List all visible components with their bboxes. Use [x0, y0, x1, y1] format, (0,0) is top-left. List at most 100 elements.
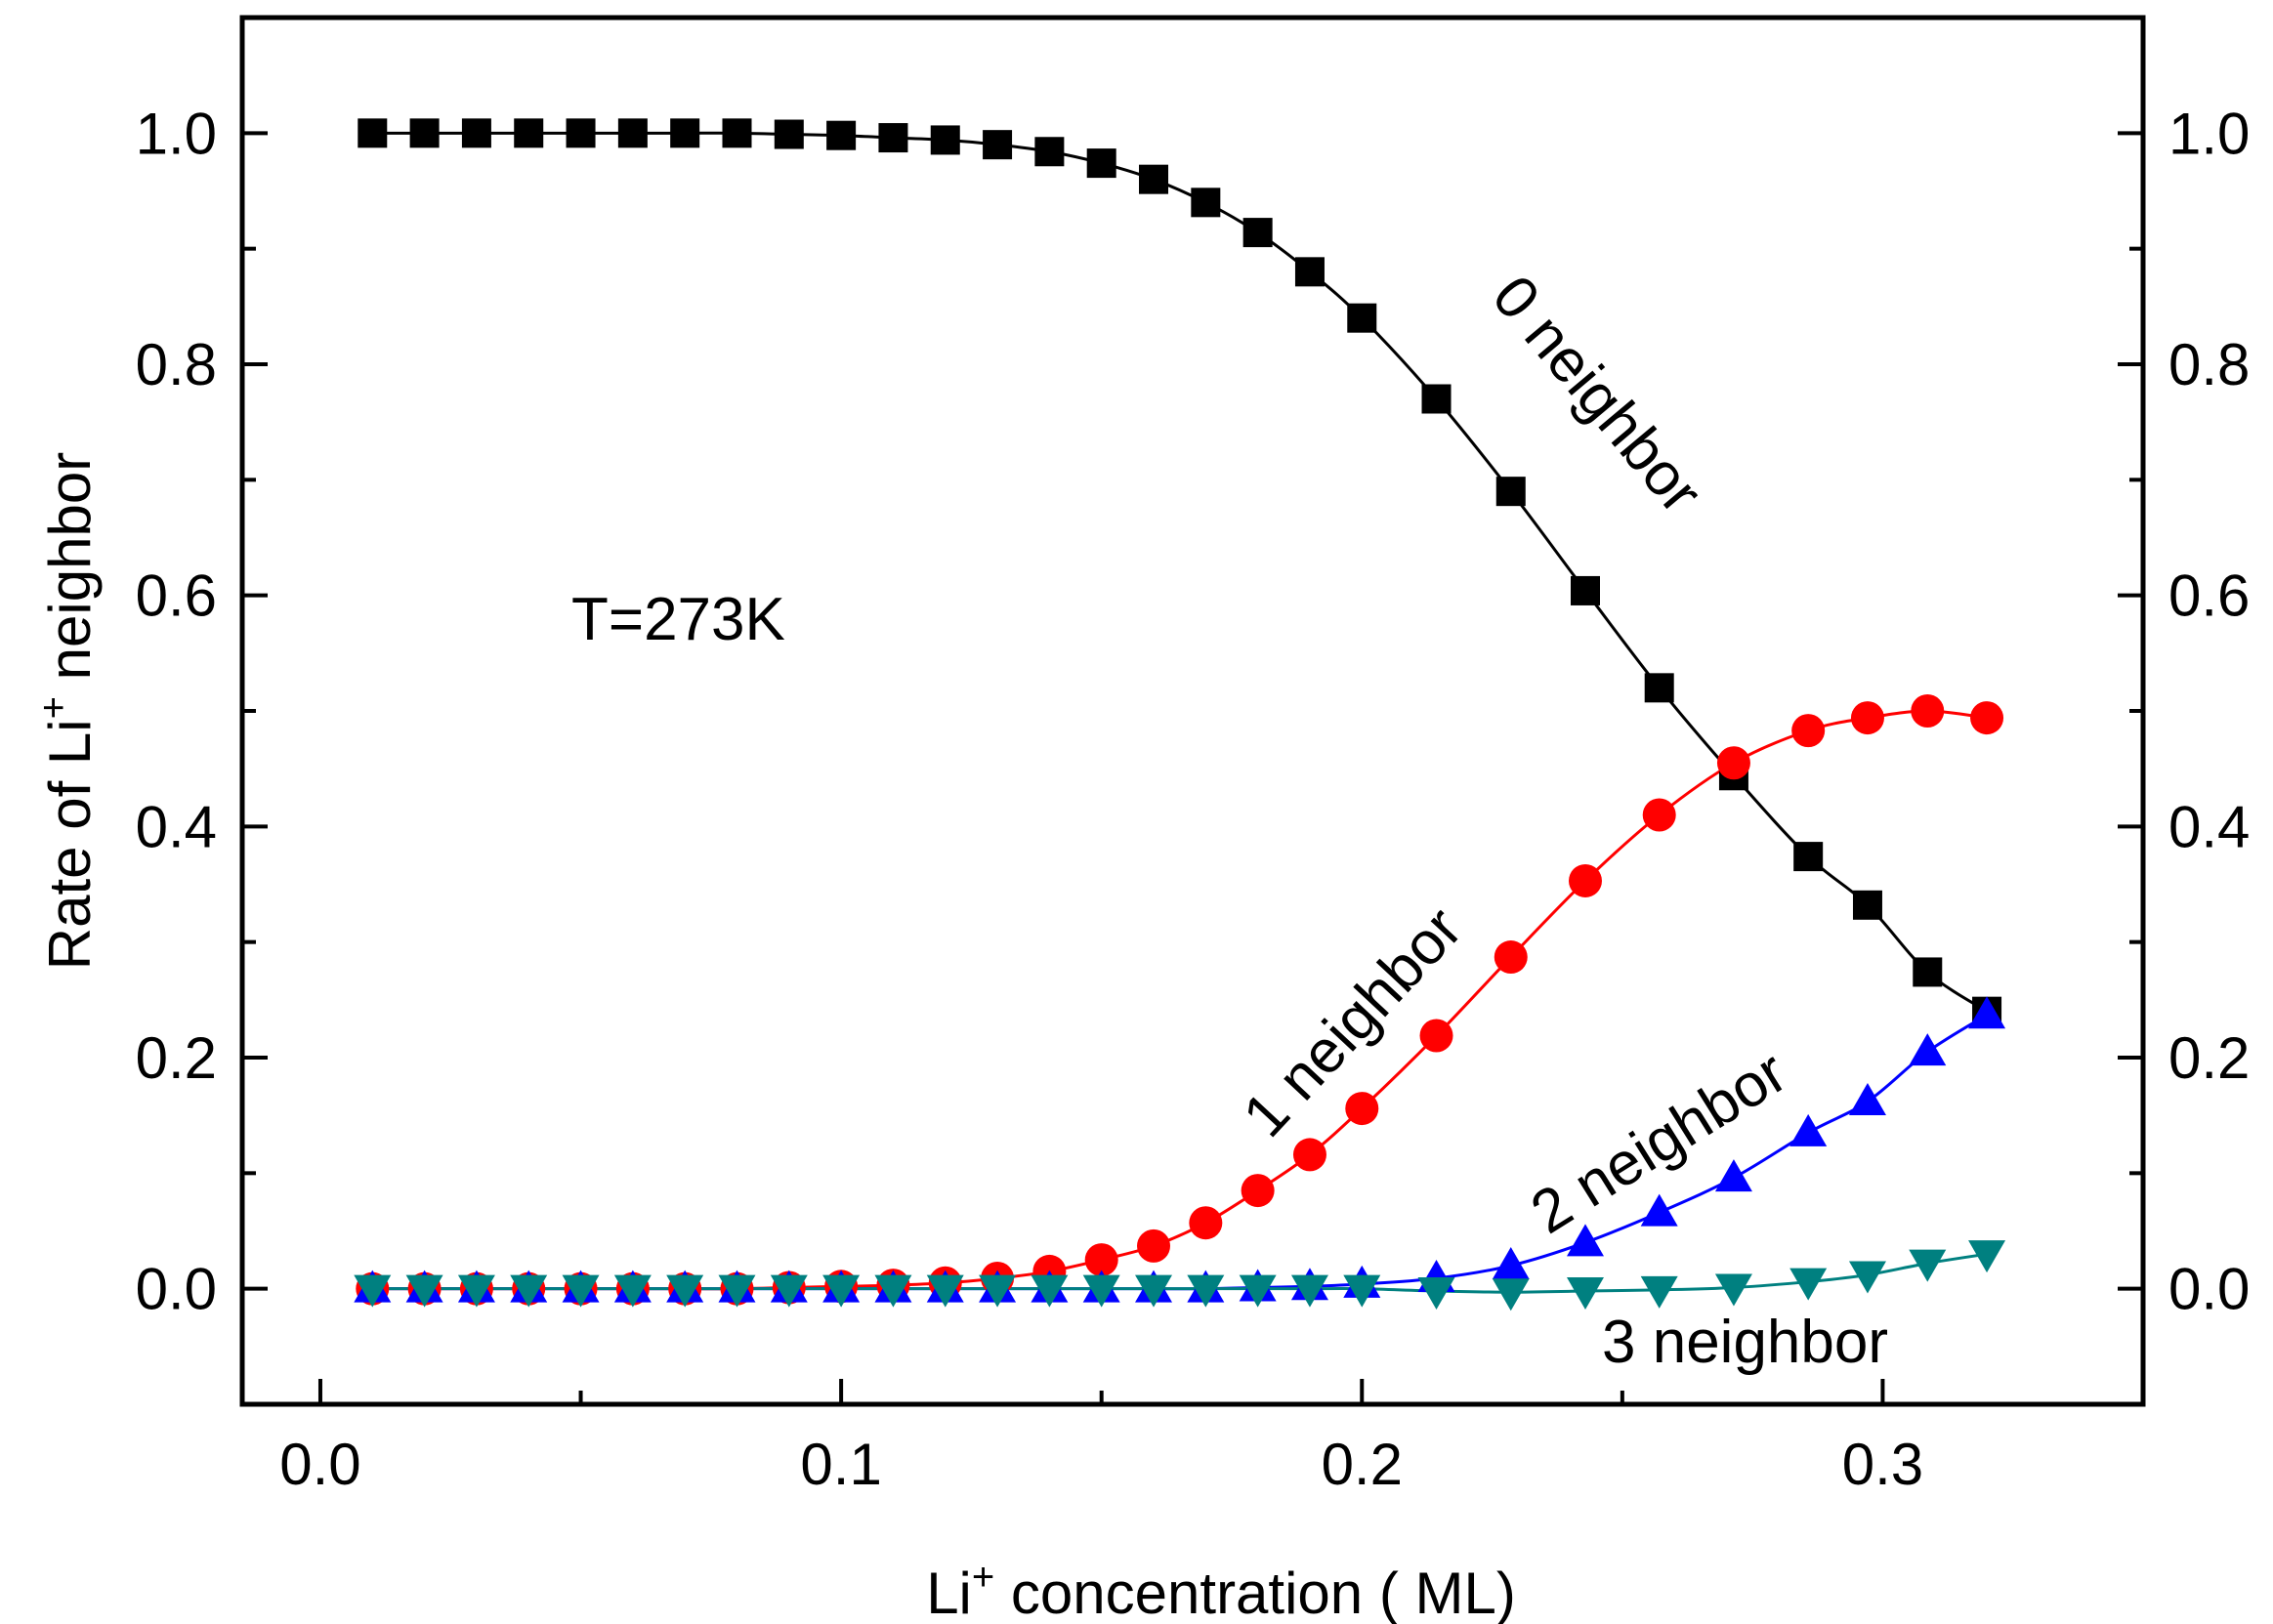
series-3-point — [1343, 1274, 1381, 1308]
series-1-point — [1494, 940, 1528, 975]
tick-labels: 0.0 0.0 0.2 0.2 0.4 0.4 0.6 0.6 0.8 0.8 1.0 1.0 0.0 0… — [136, 101, 2251, 1497]
series-3-point — [926, 1274, 964, 1308]
series-2-point — [1968, 996, 2006, 1029]
series-3-point — [613, 1274, 652, 1308]
y-tick-label-left: 0.8 — [136, 332, 217, 397]
x-tick-label: 0.2 — [1322, 1432, 1403, 1497]
series-2-point — [1789, 1113, 1828, 1146]
series-0-point — [1570, 575, 1600, 605]
series-3-point — [1714, 1273, 1752, 1307]
y-tick-label-left: 0.2 — [136, 1025, 217, 1091]
series-3-point — [457, 1274, 495, 1308]
series-3-point — [718, 1274, 756, 1308]
series-0-point — [1644, 673, 1674, 703]
series-0-point — [1034, 137, 1065, 167]
series-1-point — [1419, 1019, 1453, 1053]
y-tick-label-right: 0.8 — [2168, 332, 2250, 397]
series-0-point — [461, 118, 491, 148]
series-3-point — [666, 1274, 704, 1308]
y-tick-label-right: 0.4 — [2168, 794, 2250, 859]
y-tick-label-left: 0.0 — [136, 1257, 217, 1322]
series-line-0 — [372, 131, 1988, 1013]
series-0-point — [1421, 384, 1452, 414]
series-2-point — [1640, 1193, 1678, 1227]
series-3-point — [1031, 1274, 1069, 1308]
series-2-point — [1848, 1082, 1886, 1115]
series-1-point — [1345, 1092, 1379, 1126]
series-1-point — [1970, 701, 2004, 735]
series-3-point — [1789, 1268, 1828, 1301]
series-3-point — [510, 1274, 548, 1308]
series-3-point — [1566, 1277, 1604, 1311]
series-1-point — [1791, 714, 1826, 748]
y-tick-label-left: 0.6 — [136, 563, 217, 629]
series-3-point — [1968, 1240, 2006, 1273]
x-tick-label: 0.0 — [279, 1432, 360, 1497]
series-0-point — [670, 118, 700, 148]
series-1-point — [1137, 1228, 1171, 1263]
series-0-point — [566, 118, 596, 148]
series-1-point — [1716, 746, 1750, 780]
series-0-point — [930, 125, 960, 155]
series-2-point — [1566, 1224, 1604, 1257]
series-3-point — [1417, 1277, 1455, 1311]
series-1-point — [1189, 1206, 1223, 1240]
x-tick-label: 0.3 — [1842, 1432, 1923, 1497]
series-0-point — [1086, 148, 1116, 179]
series-2-point — [1492, 1247, 1530, 1279]
series-3-point — [1290, 1274, 1328, 1308]
series-3-point — [1848, 1261, 1886, 1294]
series-0-point — [774, 119, 804, 149]
annotation-3-neighbor: 3 neighbor — [1602, 1309, 1888, 1376]
series-line-1 — [372, 709, 1988, 1291]
series-3-point — [562, 1274, 600, 1308]
y-axis-title: Rate of Li+ neighbor — [32, 452, 103, 970]
series-0-point — [1495, 477, 1526, 507]
series-0-point — [983, 130, 1013, 160]
series-3-point — [979, 1274, 1017, 1308]
axis-ticks — [242, 131, 2143, 1404]
series-0-point — [617, 118, 648, 148]
series-0-point — [358, 118, 388, 148]
series-0-point — [1242, 218, 1273, 248]
series-3-point — [1492, 1278, 1530, 1312]
y-tick-label-right: 0.0 — [2168, 1257, 2250, 1322]
series-0-point — [878, 123, 908, 153]
series-3-point — [1909, 1249, 1947, 1282]
series-1-point — [1911, 694, 1945, 728]
series-0-point — [409, 118, 440, 148]
series-0-point — [1294, 257, 1325, 287]
series-0-point — [722, 118, 752, 148]
series-2-point — [1714, 1159, 1752, 1192]
series-1-point — [1850, 701, 1884, 735]
series-1-point — [1568, 863, 1602, 897]
x-axis-title: Li+ concentration ( ML) — [926, 1556, 1516, 1624]
series-3-point — [1187, 1274, 1225, 1308]
series-0-point — [826, 120, 857, 150]
series-0-point — [1793, 842, 1824, 872]
annotation-temperature: T=273K — [571, 586, 785, 653]
series-3-point — [405, 1274, 443, 1308]
series-3-point — [1082, 1274, 1120, 1308]
series-0-point — [1347, 303, 1377, 333]
series-0-point — [1191, 187, 1221, 218]
y-tick-label-left: 0.4 — [136, 794, 217, 859]
series-1-point — [1642, 798, 1676, 832]
series-3-point — [822, 1274, 861, 1308]
series-3-point — [1640, 1275, 1678, 1309]
series-2-point — [1909, 1033, 1947, 1066]
x-tick-label: 0.1 — [800, 1432, 881, 1497]
series-3-point — [770, 1274, 808, 1308]
series-1-point — [1084, 1243, 1118, 1277]
series-3-point — [874, 1274, 912, 1308]
series-1-point — [1241, 1174, 1275, 1208]
series-3-point — [1135, 1274, 1173, 1308]
y-tick-label-right: 1.0 — [2168, 101, 2250, 166]
series-0-point — [514, 118, 544, 148]
series-0-point — [1139, 164, 1169, 194]
series-markers — [354, 118, 2006, 1312]
series-0-point — [1852, 890, 1882, 920]
series-3-point — [354, 1274, 392, 1308]
y-tick-label-left: 1.0 — [136, 101, 217, 166]
